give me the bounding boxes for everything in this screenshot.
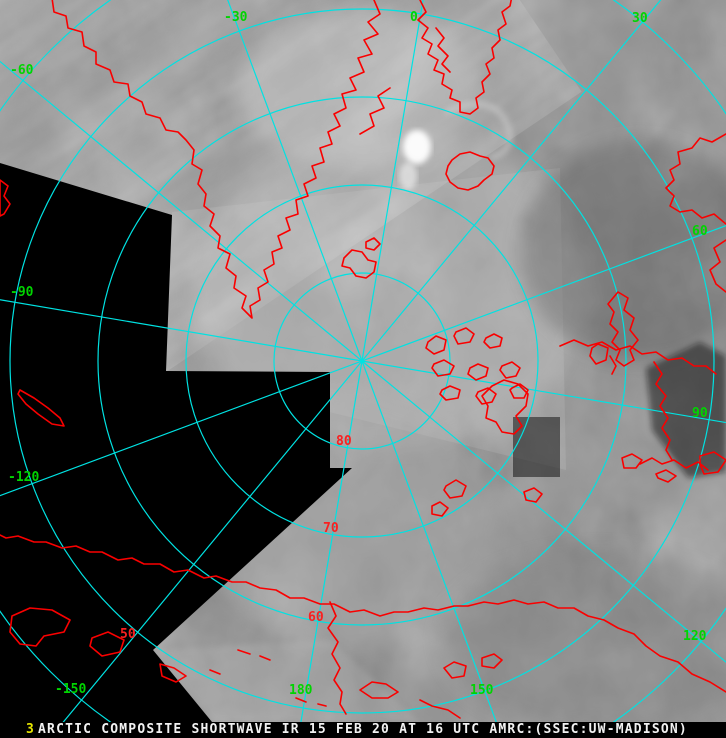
streaky-clouds-topleft (0, 0, 452, 413)
longitude-label-0: 0 (410, 10, 418, 25)
coast-russian-arctic-islands (425, 327, 529, 405)
caption-bar: 3 ARCTIC COMPOSITE SHORTWAVE IR 15 FEB 2… (0, 722, 726, 738)
coast-banks-sliver (17, 389, 65, 427)
latitude-label-60: 60 (308, 610, 324, 625)
dark-wedge-right (646, 342, 726, 478)
mottled-bottomright (440, 550, 726, 722)
longitude-label-60: 60 (692, 224, 708, 239)
longitude-label--60: -60 (10, 63, 34, 78)
longitude-label-30: 30 (632, 11, 648, 26)
latitude-label-70: 70 (323, 521, 339, 536)
longitude-label-150: 150 (470, 683, 494, 698)
meridian-line-150 (361, 360, 497, 722)
map-labels-layer: 0 30 60 90 120 150 180 -150 -120 -90 -60 -30 80 70 60 5… (8, 10, 708, 698)
frame-number: 3 (26, 722, 36, 737)
bright-cloudmass-top (240, 10, 480, 170)
coast-siberia-alaska (0, 534, 726, 693)
coast-svalbard (341, 237, 381, 279)
meridian-line--90 (0, 299, 363, 362)
meridian-line-180 (300, 360, 363, 722)
coast-greenland-ne (359, 87, 391, 135)
coast-left-edge-blob (0, 179, 11, 217)
latitude-circle-60 (97, 96, 627, 626)
satellite-map-svg: 0 30 60 90 120 150 180 -150 -120 -90 -60 -30 80 70 60 5… (0, 0, 726, 722)
coast-novaya-zemlya (653, 361, 673, 461)
meridian-line--60 (0, 60, 363, 362)
meridian-line-60 (361, 224, 726, 362)
coast-alaska-blobs (9, 607, 271, 683)
bright-storm-tail (399, 162, 417, 190)
dark-area-topright (520, 140, 726, 360)
caption-text: ARCTIC COMPOSITE SHORTWAVE IR 15 FEB 20 … (38, 722, 688, 737)
satellite-map: 0 30 60 90 120 150 180 -150 -120 -90 -60 -30 80 70 60 5… (0, 0, 726, 722)
coast-europe-bits (639, 451, 726, 483)
graticule-layer (0, 0, 726, 722)
coast-kamchatka-branch (327, 601, 347, 715)
longitude-label-120: 120 (683, 629, 707, 644)
latitude-label-50: 50 (120, 627, 136, 642)
longitude-label--90: -90 (10, 285, 34, 300)
latitude-label-80: 80 (336, 434, 352, 449)
bright-storm-blob (403, 130, 431, 164)
meridian-line-0 (361, 0, 424, 362)
bottom-swath-band (153, 640, 420, 722)
latitude-circle-50 (9, 8, 715, 714)
meridian-line--150 (62, 360, 363, 722)
coast-greenland (51, 0, 381, 319)
coast-kara-sea (559, 339, 717, 375)
dark-inset-rect (513, 417, 560, 477)
icecap-bright-area (190, 130, 590, 450)
longitude-label--30: -30 (224, 10, 248, 25)
meridian-line-120 (361, 360, 726, 663)
longitude-label--120: -120 (8, 470, 39, 485)
longitude-label-90: 90 (692, 406, 708, 421)
cloud-swirl (443, 101, 513, 161)
coast-scandinavia (417, 0, 513, 115)
meridian-line-90 (361, 360, 726, 424)
meridian-line--30 (227, 0, 363, 362)
latitude-circle-80 (273, 272, 451, 450)
coast-iceland (445, 151, 495, 191)
coast-norway-south (665, 133, 726, 293)
coast-severnaya-island (431, 379, 643, 517)
meridian-line-30 (361, 0, 662, 362)
coast-britain (589, 291, 639, 367)
coast-bottom-islands (295, 653, 503, 719)
latitude-circle-70 (185, 184, 539, 538)
coastlines-layer (0, 0, 726, 719)
meridian-line--120 (0, 360, 363, 497)
longitude-label-180: 180 (289, 683, 313, 698)
longitude-label--150: -150 (55, 682, 86, 697)
